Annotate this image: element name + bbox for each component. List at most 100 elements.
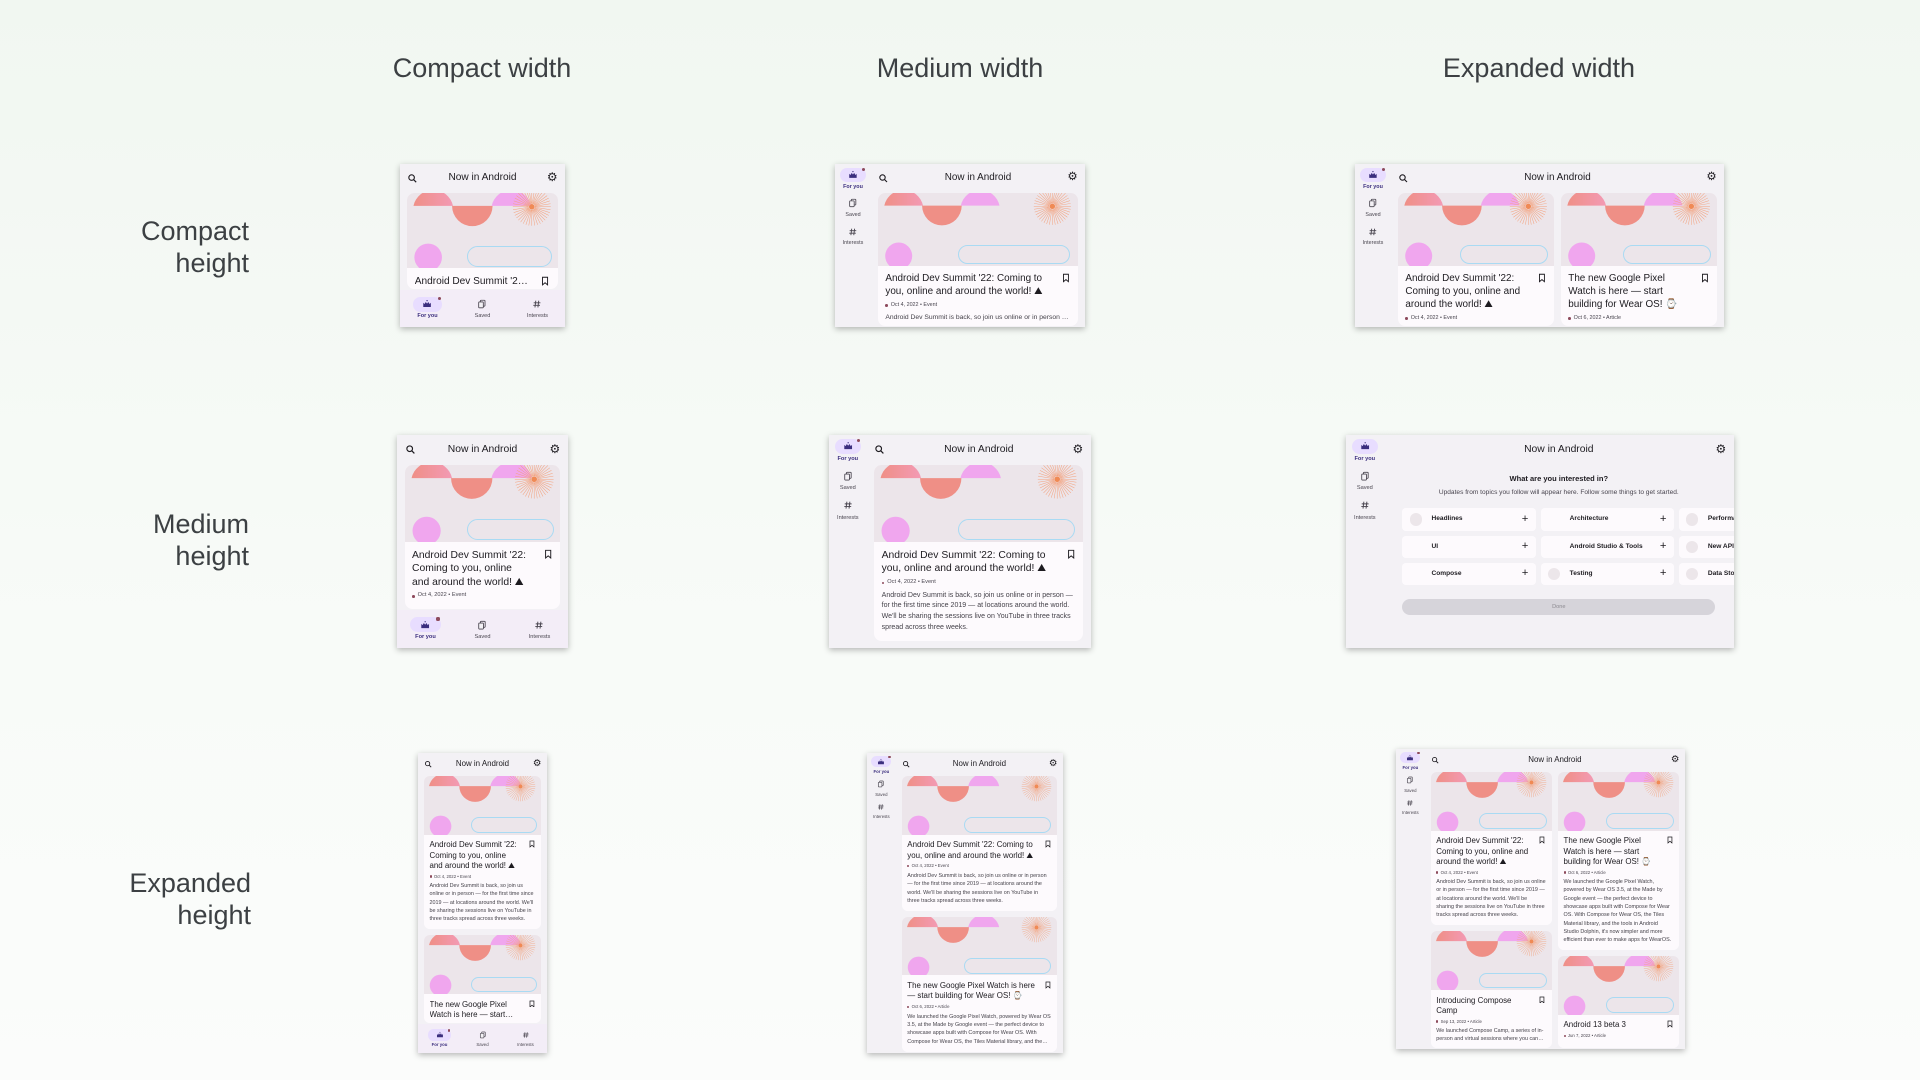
- bottom-nav-item-interests[interactable]: Interests: [518, 617, 560, 641]
- nav-rail-item-for-you[interactable]: For you: [1360, 167, 1386, 191]
- nav-rail-item-for-you[interactable]: For you: [871, 755, 892, 774]
- feed-card[interactable]: The new Google Pixel Watch is here — sta…: [1561, 192, 1717, 327]
- bookmark-icon[interactable]: [1061, 273, 1071, 283]
- plus-icon[interactable]: +: [1521, 567, 1529, 580]
- nav-rail-item-interests[interactable]: Interests: [835, 498, 861, 522]
- feed-card[interactable]: Introducing Compose Camp Sep 13, 2022 • A…: [1430, 931, 1553, 1049]
- bookmark-icon[interactable]: [1666, 836, 1674, 845]
- search-icon[interactable]: [1431, 756, 1440, 765]
- nav-label: For you: [837, 455, 859, 462]
- bookmark-icon[interactable]: [1044, 981, 1052, 989]
- gear-icon[interactable]: ⚙: [1715, 441, 1727, 456]
- gear-icon[interactable]: ⚙: [1706, 170, 1717, 184]
- feed-card[interactable]: Android Dev Summit '22: Coming to you, o…: [1398, 192, 1554, 327]
- plus-icon[interactable]: +: [1521, 512, 1529, 525]
- gear-icon[interactable]: ⚙: [1067, 170, 1078, 184]
- bottom-nav-item-saved[interactable]: Saved: [466, 1029, 498, 1047]
- gear-icon[interactable]: ⚙: [1048, 758, 1058, 769]
- bookmark-icon[interactable]: [540, 276, 550, 286]
- search-icon[interactable]: [407, 173, 418, 184]
- feed-card[interactable]: Android Dev Summit '22: Coming to you, o…: [407, 193, 558, 290]
- feed-card[interactable]: The new Google Pixel Watch is here — sta…: [1557, 772, 1680, 951]
- topic-chip[interactable]: New APIs & Libraries+: [1678, 535, 1734, 559]
- topic-chip[interactable]: Compose +: [1402, 562, 1536, 586]
- feed-card[interactable]: The new Google Pixel Watch is here — sta…: [901, 916, 1058, 1052]
- bottom-nav-item-for-you[interactable]: For you: [404, 617, 446, 641]
- bottom-nav-item-for-you[interactable]: For you: [423, 1029, 455, 1047]
- nav-rail-item-saved[interactable]: Saved: [1360, 196, 1385, 219]
- gear-icon[interactable]: ⚙: [546, 170, 558, 185]
- gear-icon[interactable]: ⚙: [1670, 754, 1680, 765]
- gear-icon[interactable]: ⚙: [1072, 441, 1084, 456]
- bookmark-icon[interactable]: [1538, 996, 1546, 1004]
- feed-card[interactable]: Android Dev Summit '22: Coming to you, o…: [874, 465, 1084, 642]
- bottom-nav-item-saved[interactable]: Saved: [461, 617, 503, 641]
- feed-card[interactable]: Android Dev Summit '22: Coming to you, o…: [878, 192, 1078, 327]
- nav-rail-item-interests[interactable]: Interests: [1360, 224, 1385, 247]
- plus-icon[interactable]: +: [1659, 512, 1667, 525]
- card-meta: Oct 4, 2022 • Event: [1436, 870, 1546, 876]
- pill-outline-graphic: [467, 246, 552, 267]
- card-date-type: Oct 4, 2022 • Event: [1440, 869, 1478, 875]
- topic-chip[interactable]: Architecture +: [1540, 508, 1675, 531]
- nav-rail-item-saved[interactable]: Saved: [835, 468, 861, 492]
- topic-selection-grid: Headlines + UI + Compose + Architecture + Androi…: [1384, 508, 1734, 586]
- gear-icon[interactable]: ⚙: [532, 758, 542, 769]
- nav-label: Saved: [845, 212, 861, 219]
- bottom-nav-item-interests[interactable]: Interests: [517, 297, 558, 320]
- topic-chip[interactable]: Headlines +: [1402, 508, 1536, 531]
- nav-rail-item-saved[interactable]: Saved: [1352, 468, 1378, 492]
- bookmark-icon[interactable]: [1044, 840, 1052, 849]
- bookmark-icon[interactable]: [1700, 273, 1710, 283]
- bottom-nav-item-for-you[interactable]: For you: [407, 296, 448, 320]
- bookmark-icon[interactable]: [528, 1000, 536, 1008]
- search-icon[interactable]: [424, 760, 433, 769]
- nav-rail-item-for-you[interactable]: For you: [1351, 438, 1378, 463]
- search-icon[interactable]: [1398, 173, 1409, 184]
- plus-icon[interactable]: +: [1659, 567, 1667, 580]
- feed-card[interactable]: Android Dev Summit '22: Coming to you, o…: [423, 776, 542, 930]
- topic-chip[interactable]: UI +: [1402, 535, 1536, 559]
- feed-card[interactable]: Android Dev Summit '22: Coming to you, o…: [901, 776, 1058, 911]
- nav-rail-item-interests[interactable]: Interests: [1352, 498, 1378, 522]
- bookmark-icon[interactable]: [1066, 549, 1076, 560]
- feed-card[interactable]: Android Dev Summit '22: Coming to you, o…: [404, 465, 561, 610]
- bottom-nav-item-saved[interactable]: Saved: [462, 297, 503, 320]
- search-icon[interactable]: [902, 760, 911, 769]
- main-content: Now in Android ⚙ Android Dev Summit '22: C…: [896, 753, 1063, 1053]
- search-icon[interactable]: [405, 444, 416, 455]
- for-you-icon: [1360, 441, 1370, 451]
- topic-chip[interactable]: Performance+: [1678, 508, 1734, 531]
- topic-chip[interactable]: Data Storage+: [1678, 562, 1734, 586]
- feed-card[interactable]: Android Dev Summit '22: Coming to you, o…: [1430, 772, 1553, 926]
- done-button[interactable]: Done: [1402, 599, 1716, 616]
- pill-outline-graphic: [1479, 972, 1548, 989]
- saved-icon: [1406, 776, 1414, 784]
- bookmark-icon[interactable]: [1666, 1020, 1674, 1029]
- nav-rail-item-saved[interactable]: Saved: [1400, 775, 1420, 793]
- nav-rail-item-saved[interactable]: Saved: [840, 196, 865, 219]
- bookmark-icon[interactable]: [1538, 836, 1546, 845]
- plus-icon[interactable]: +: [1521, 540, 1529, 553]
- nav-rail-item-saved[interactable]: Saved: [871, 779, 891, 797]
- nav-rail-item-interests[interactable]: Interests: [840, 224, 865, 247]
- unread-dot: [881, 581, 885, 585]
- nav-rail-item-interests[interactable]: Interests: [1400, 797, 1420, 815]
- nav-rail-item-for-you[interactable]: For you: [1400, 751, 1421, 770]
- plus-icon[interactable]: +: [1659, 540, 1667, 553]
- nav-rail-item-for-you[interactable]: For you: [840, 167, 866, 191]
- bookmark-icon[interactable]: [528, 840, 536, 849]
- topic-chip[interactable]: Testing +: [1540, 562, 1675, 586]
- feed-card[interactable]: The new Google Pixel Watch is here — sta…: [423, 935, 542, 1024]
- nav-rail-item-interests[interactable]: Interests: [871, 801, 891, 819]
- gear-icon[interactable]: ⚙: [549, 441, 561, 456]
- bookmark-icon[interactable]: [543, 549, 553, 560]
- nav-rail-item-for-you[interactable]: For you: [834, 438, 861, 463]
- bookmark-icon[interactable]: [1537, 273, 1547, 283]
- bottom-nav-item-interests[interactable]: Interests: [509, 1029, 541, 1047]
- top-app-bar: Now in Android ⚙: [1384, 435, 1734, 465]
- search-icon[interactable]: [874, 444, 885, 455]
- search-icon[interactable]: [878, 173, 889, 184]
- topic-chip[interactable]: Android Studio & Tools +: [1540, 535, 1675, 559]
